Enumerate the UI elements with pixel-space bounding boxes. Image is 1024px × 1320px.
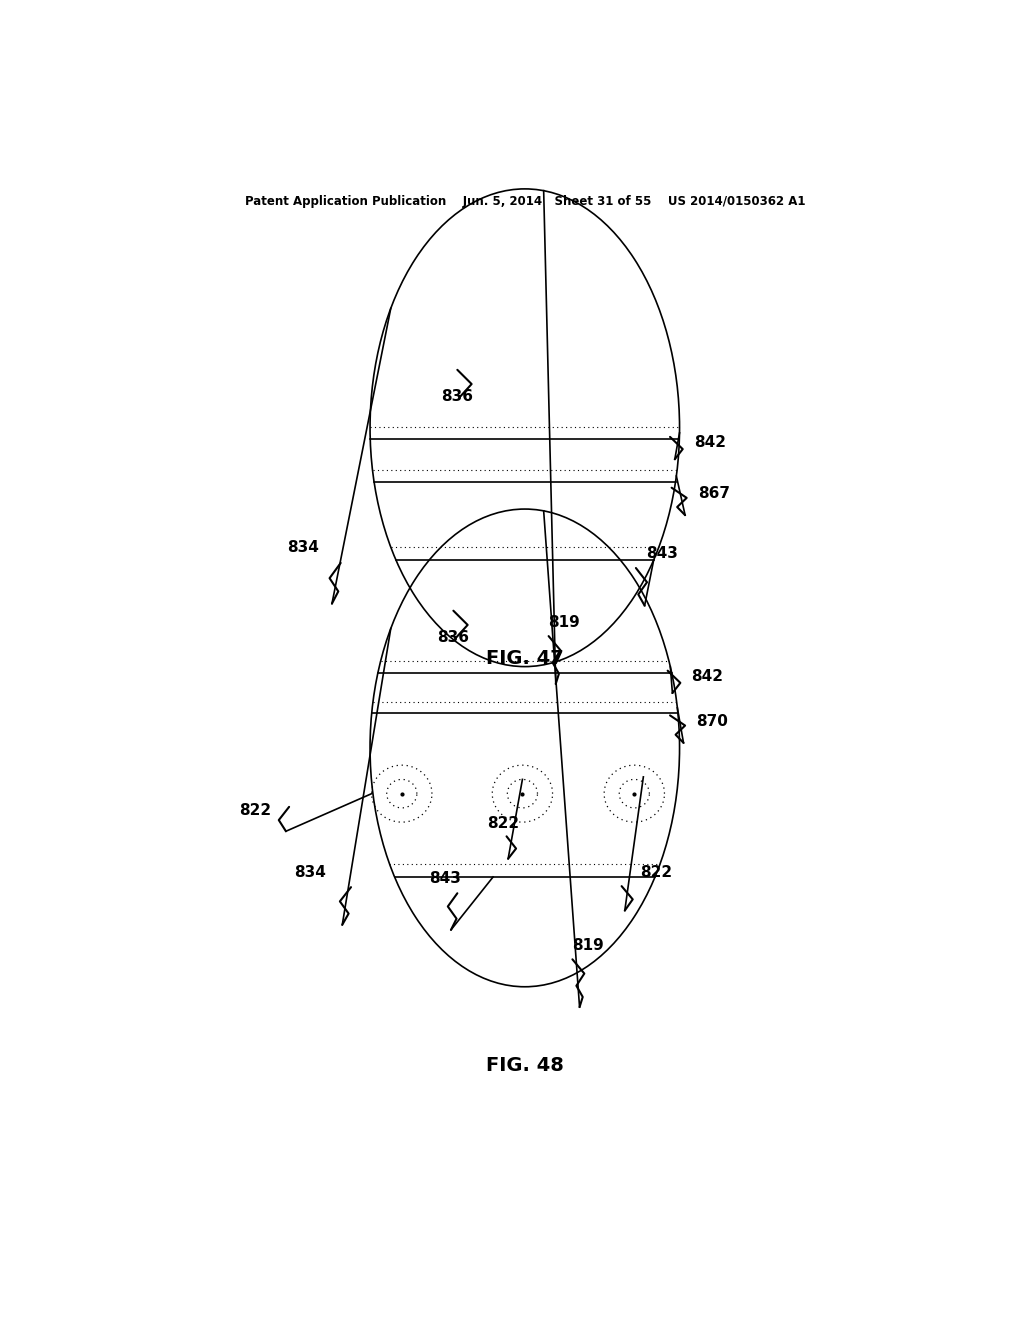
- Text: 836: 836: [441, 389, 473, 404]
- Text: 819: 819: [549, 615, 581, 630]
- Text: 834: 834: [295, 865, 327, 880]
- Text: 834: 834: [287, 540, 318, 554]
- Text: 822: 822: [487, 816, 519, 832]
- Text: FIG. 48: FIG. 48: [485, 1056, 564, 1074]
- Text: FIG. 47: FIG. 47: [486, 649, 563, 668]
- Text: 842: 842: [694, 436, 726, 450]
- Text: 843: 843: [646, 546, 678, 561]
- Text: 822: 822: [640, 865, 673, 880]
- Text: 867: 867: [697, 486, 730, 502]
- Text: Patent Application Publication    Jun. 5, 2014   Sheet 31 of 55    US 2014/01503: Patent Application Publication Jun. 5, 2…: [245, 194, 805, 207]
- Text: 822: 822: [239, 804, 271, 818]
- Text: 836: 836: [437, 630, 469, 645]
- Text: 819: 819: [572, 939, 604, 953]
- Text: 842: 842: [691, 669, 724, 684]
- Text: 843: 843: [429, 871, 462, 886]
- Text: 870: 870: [696, 714, 728, 729]
